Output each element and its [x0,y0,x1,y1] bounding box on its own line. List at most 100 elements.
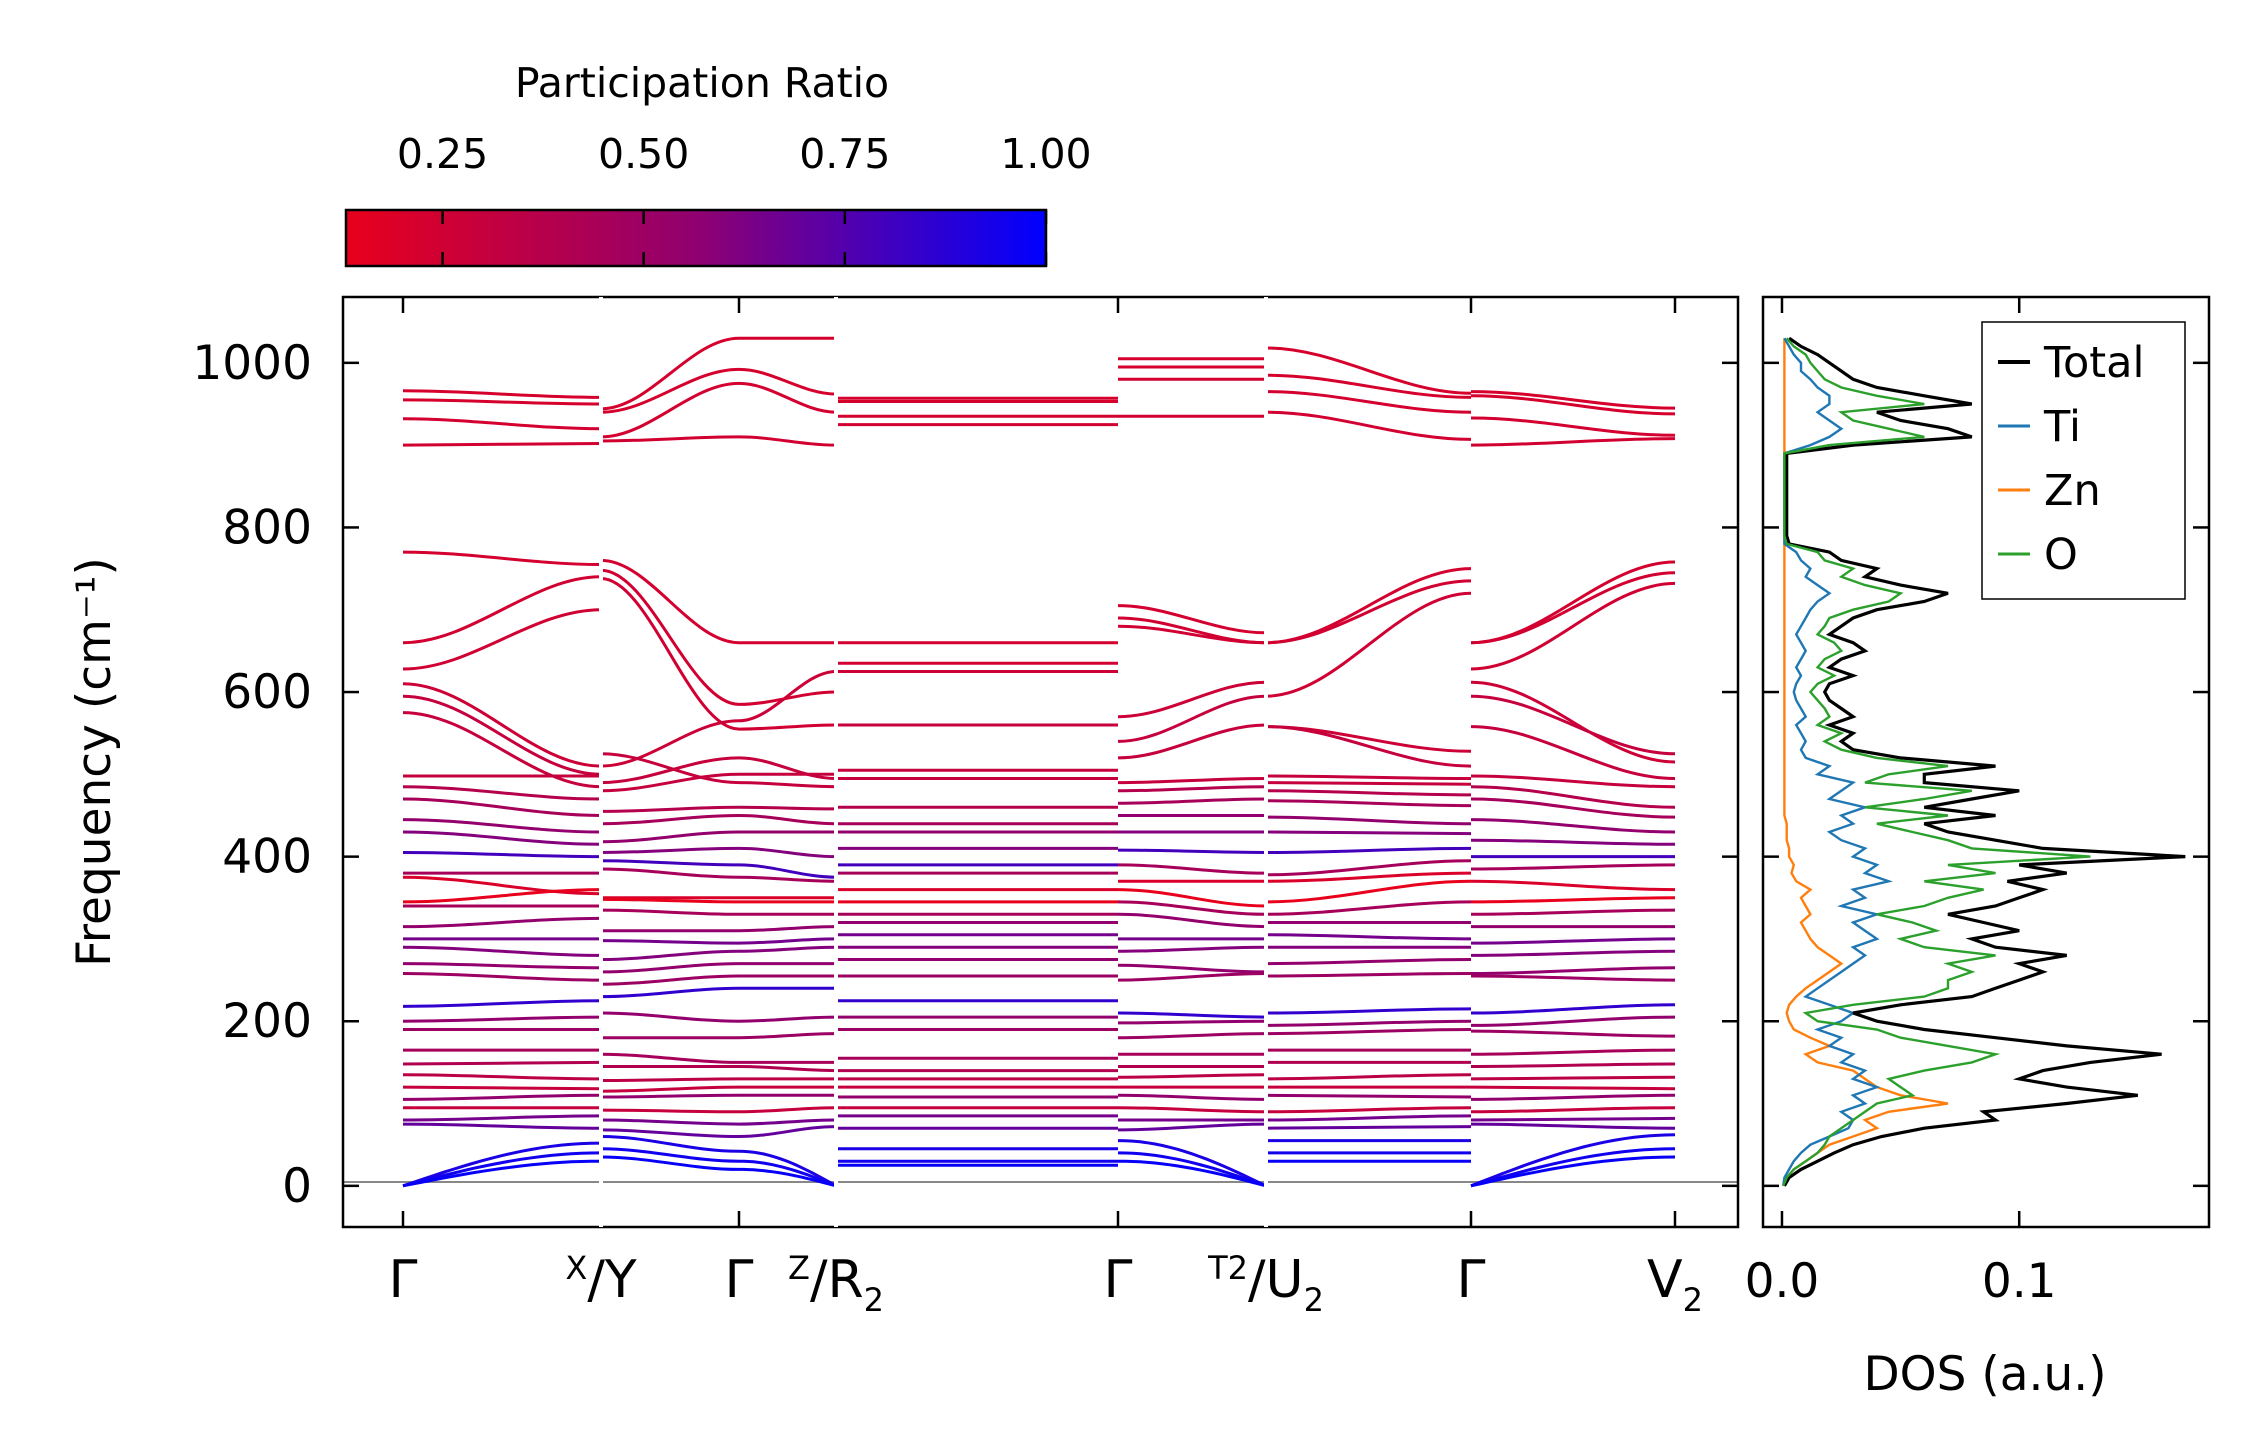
colorbar: Participation Ratio 0.25 0.50 0.75 1.00 [344,59,1092,268]
band-line [739,1159,837,1188]
band-line [1470,1122,1676,1130]
kpoint-label-text: Γ [1104,1250,1133,1310]
band-line [1470,785,1676,809]
band-line [738,1106,837,1114]
band-line [1117,1032,1267,1040]
band-line [402,1114,602,1122]
band-line [1265,1028,1472,1036]
band-line [739,1167,837,1188]
band-line [402,1159,601,1188]
band-line [402,962,602,970]
band-line [402,417,602,431]
band-line [1470,937,1676,945]
band-line [1470,1003,1676,1015]
band-line [738,937,837,945]
dos-line-ti [1782,337,1894,1186]
kpoint-label: Γ [725,1250,754,1310]
band-line [738,945,837,953]
band-line [402,916,602,929]
band-line [738,1118,837,1126]
band-line [600,435,740,443]
band-line [738,863,837,879]
colorbar-gradient [344,208,1048,268]
band-line [600,897,740,904]
band-line [402,1073,602,1081]
band-line [1470,694,1676,756]
band-line [1265,958,1472,966]
band-line [600,1085,740,1093]
band-line [1117,1019,1267,1025]
band-line [1265,373,1472,399]
band-line [1265,871,1472,883]
band-line [600,1118,740,1126]
kpoint-label: Γ [1104,1250,1133,1310]
band-line [1470,1155,1676,1188]
band-line [402,711,602,789]
y-tick-label: 800 [222,500,312,555]
band-line [1265,1007,1472,1015]
y-tick-label: 0 [282,1159,312,1214]
band-line [600,908,740,916]
band-line [600,1135,740,1153]
band-line [600,1155,740,1171]
band-line [1117,680,1267,719]
band-line [1265,410,1472,441]
band-plot-frame [341,295,1740,1229]
kpoint-label: Γ [389,1250,418,1310]
kpoint-label: T2/U2 [1207,1249,1324,1319]
band-line [738,756,837,780]
band-line [1117,797,1267,805]
band-line [1117,900,1267,916]
band-line [402,972,602,982]
band-line [1117,1122,1267,1132]
kpoint-label: X/Y [565,1249,636,1310]
kpoint-label-text: X/Y [565,1249,636,1310]
dos-plot: 0.0 0.1 DOS (a.u.) Total Ti Zn O [1745,295,2211,1402]
band-line [1117,1011,1267,1019]
band-line [1470,680,1676,764]
kpoint-label: Z/R2 [788,1249,884,1319]
band-line [1470,1048,1676,1056]
band-line [1265,390,1472,414]
band-line [738,1125,837,1138]
legend-label-total: Total [2043,338,2144,388]
band-line [600,1077,740,1082]
band-line [1470,863,1676,871]
band-line [1265,846,1472,854]
band-line [1117,912,1267,929]
band-line [1117,1151,1267,1188]
band-line [600,756,740,785]
band-line [1265,830,1472,836]
band-line [402,830,602,846]
band-line [1470,725,1676,780]
kpoint-label-text: T2/U2 [1207,1249,1324,1319]
band-line [738,1015,837,1023]
band-line [1470,416,1676,437]
band-line [1265,781,1472,786]
band-line [738,670,837,723]
band-line [600,814,740,826]
kpoint-label: V2 [1647,1250,1703,1319]
band-line [1265,725,1472,768]
band-line [600,381,740,439]
band-line [738,690,837,706]
y-ticks: 0 200 400 600 800 1000 [192,336,1738,1214]
band-line [1470,949,1676,957]
band-line [1470,818,1676,834]
band-line [1470,1116,1676,1122]
band-line [738,875,837,883]
band-line [1470,581,1676,671]
band-line [402,875,602,896]
phonon-bands [402,336,1676,1188]
y-tick-label: 200 [222,994,312,1049]
band-line [402,608,602,671]
band-line [1117,604,1267,635]
colorbar-ticks: 0.25 0.50 0.75 1.00 [397,130,1092,266]
band-line [1117,863,1267,875]
band-line [600,336,740,411]
legend-label-ti: Ti [2043,402,2081,452]
band-line [1470,1093,1676,1101]
colorbar-tick-label: 1.00 [1000,130,1091,178]
band-line [402,818,602,834]
kpoint-label-text: V2 [1647,1250,1703,1319]
